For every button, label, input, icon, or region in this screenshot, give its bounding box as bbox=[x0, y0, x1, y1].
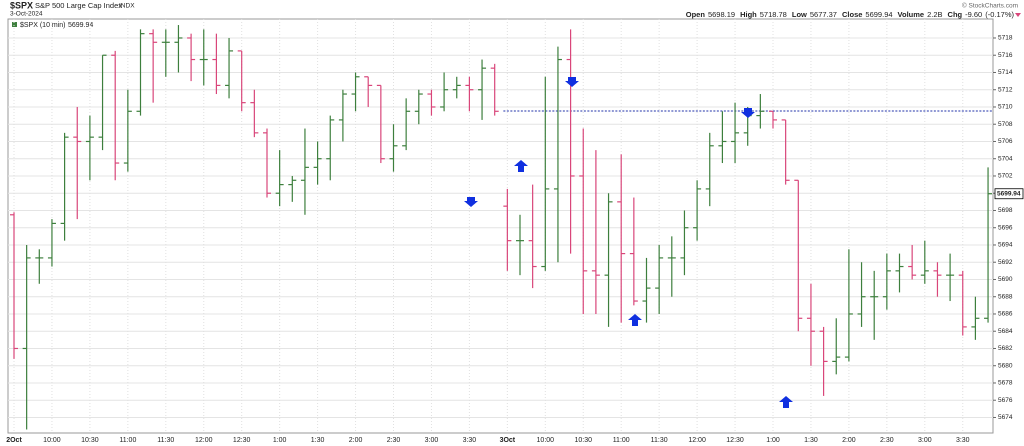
y-tick-label: 5678 bbox=[998, 380, 1013, 387]
y-tick-label: 5684 bbox=[998, 328, 1013, 335]
quote-name: High bbox=[740, 10, 757, 19]
y-tick-label: 5704 bbox=[998, 155, 1013, 162]
y-tick-label: 5716 bbox=[998, 52, 1013, 59]
x-tick-label: 10:30 bbox=[81, 437, 99, 444]
x-tick-label: 1:00 bbox=[766, 437, 780, 444]
quote-name: Close bbox=[842, 10, 862, 19]
x-tick-label: 12:30 bbox=[726, 437, 744, 444]
x-tick-label: 12:30 bbox=[233, 437, 251, 444]
quote-name: Low bbox=[792, 10, 807, 19]
x-tick-label: 2Oct bbox=[6, 437, 22, 444]
x-tick-label: 3:00 bbox=[425, 437, 439, 444]
signal-arrows bbox=[464, 77, 793, 408]
y-tick-label: 5674 bbox=[998, 414, 1013, 421]
y-tick-label: 5682 bbox=[998, 345, 1013, 352]
y-tick-label: 5690 bbox=[998, 276, 1013, 283]
y-tick-label: 5686 bbox=[998, 311, 1013, 318]
quote-name: Volume bbox=[898, 10, 925, 19]
date: 3-Oct-2024 bbox=[10, 11, 43, 18]
x-tick-label: 3Oct bbox=[500, 437, 516, 444]
y-tick-label: 5696 bbox=[998, 224, 1013, 231]
last-price-box bbox=[994, 188, 1024, 200]
y-tick-label: 5698 bbox=[998, 207, 1013, 214]
y-tick-label: 5688 bbox=[998, 293, 1013, 300]
up-arrow bbox=[628, 314, 642, 326]
quote-value: 2.2B bbox=[927, 10, 942, 19]
x-tick-label: 2:30 bbox=[387, 437, 401, 444]
plot-frame bbox=[7, 18, 994, 434]
index-name: S&P 500 Large Cap Index bbox=[35, 1, 122, 10]
quote-value: 5677.37 bbox=[810, 10, 837, 19]
x-tick-label: 3:30 bbox=[956, 437, 970, 444]
down-arrow bbox=[565, 77, 579, 87]
y-tick-label: 5702 bbox=[998, 173, 1013, 180]
copyright: © StockCharts.com bbox=[962, 2, 1018, 10]
y-tick-label: 5694 bbox=[998, 242, 1013, 249]
x-tick-label: 2:00 bbox=[842, 437, 856, 444]
x-tick-label: 2:30 bbox=[880, 437, 894, 444]
y-tick-label: 5676 bbox=[998, 397, 1013, 404]
quote-value: -9.60 bbox=[965, 10, 982, 19]
legend-value: 5699.94 bbox=[68, 22, 93, 29]
x-tick-label: 10:30 bbox=[574, 437, 592, 444]
x-tick-label: 1:00 bbox=[273, 437, 287, 444]
y-tick-label: 5714 bbox=[998, 69, 1013, 76]
down-arrow bbox=[741, 108, 755, 118]
x-tick-label: 12:00 bbox=[195, 437, 213, 444]
x-tick-label: 1:30 bbox=[804, 437, 818, 444]
quote-value: 5699.94 bbox=[865, 10, 892, 19]
y-tick-label: 5708 bbox=[998, 121, 1013, 128]
x-tick-label: 2:00 bbox=[349, 437, 363, 444]
y-tick-label: 5712 bbox=[998, 86, 1013, 93]
x-tick-label: 10:00 bbox=[537, 437, 555, 444]
exchange: INDX bbox=[119, 3, 135, 10]
x-tick-label: 10:00 bbox=[43, 437, 61, 444]
x-tick-label: 3:00 bbox=[918, 437, 932, 444]
x-tick-label: 11:00 bbox=[119, 437, 136, 444]
down-arrow bbox=[464, 197, 478, 207]
up-arrow bbox=[779, 396, 793, 408]
x-tick-label: 11:00 bbox=[613, 437, 630, 444]
x-tick-label: 12:00 bbox=[688, 437, 706, 444]
up-arrow bbox=[514, 160, 528, 172]
legend-label: $SPX (10 min) bbox=[20, 22, 66, 29]
change-indicator bbox=[1015, 13, 1021, 17]
x-tick-label: 3:30 bbox=[463, 437, 477, 444]
y-tick-label: 5718 bbox=[998, 35, 1013, 42]
y-tick-label: 5680 bbox=[998, 362, 1013, 369]
last-price-label: 5699.94 bbox=[997, 190, 1021, 197]
x-tick-label: 1:30 bbox=[311, 437, 325, 444]
legend-icon bbox=[12, 22, 17, 27]
quote-name: Chg bbox=[948, 10, 963, 19]
quote-name: Open bbox=[686, 10, 706, 19]
x-tick-label: 11:30 bbox=[157, 437, 174, 444]
quote-percent: (-0.17%) bbox=[985, 10, 1014, 19]
quote-value: 5698.19 bbox=[708, 10, 735, 19]
x-tick-label: 11:30 bbox=[651, 437, 668, 444]
quote-line: Open 5698.19 High 5718.78 Low 5677.37 Close 569… bbox=[686, 10, 1015, 19]
y-tick-label: 5710 bbox=[998, 104, 1013, 111]
quote-value: 5718.78 bbox=[760, 10, 787, 19]
y-tick-label: 5706 bbox=[998, 138, 1013, 145]
symbol: $SPX bbox=[10, 0, 33, 10]
y-tick-label: 5692 bbox=[998, 259, 1013, 266]
